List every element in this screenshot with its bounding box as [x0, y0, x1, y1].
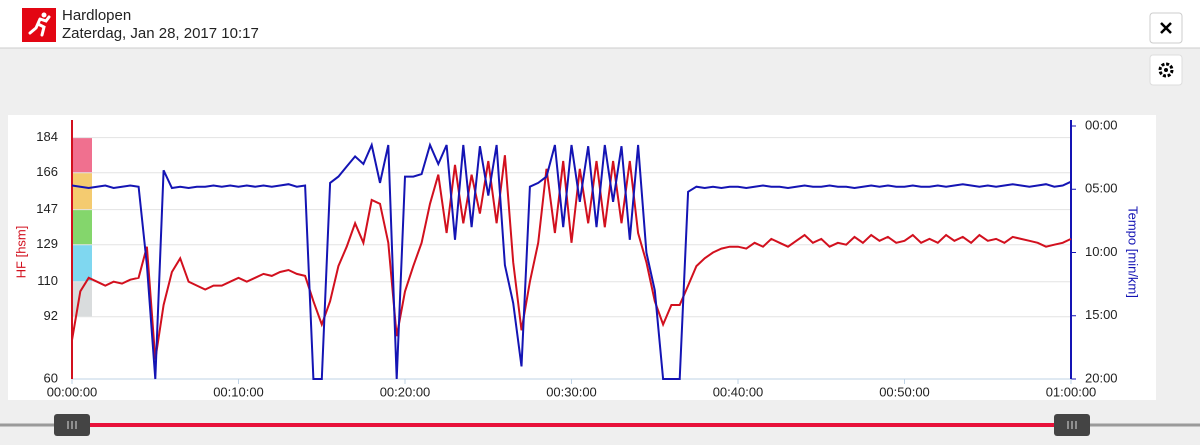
- y-tick-label: 60: [44, 370, 58, 385]
- y2-axis-label: Tempo [min/km]: [1126, 206, 1141, 298]
- runner-glyph: [28, 12, 51, 37]
- y2-tick-label: 20:00: [1085, 370, 1118, 385]
- y-tick-label: 129: [36, 236, 58, 251]
- y-tick-label: 110: [37, 273, 58, 288]
- y2-tick-label: 05:00: [1085, 181, 1118, 196]
- y2-tick-label: 15:00: [1085, 307, 1118, 322]
- x-tick-label: 00:30:00: [546, 384, 597, 399]
- y2-tick-label: 00:00: [1085, 117, 1118, 132]
- y-tick-label: 184: [36, 129, 58, 144]
- y-tick-label: 147: [36, 201, 58, 216]
- plot: 60 92 110 129 147 166 184 00:00 05:00 10:00 15:00 2…: [13, 117, 1140, 399]
- x-tick-label: 00:00:00: [47, 384, 98, 399]
- x-tick-label: 01:00:00: [1046, 384, 1097, 399]
- y-tick-label: 92: [44, 308, 58, 323]
- gear-hub: [1164, 68, 1168, 72]
- x-tick-label: 00:50:00: [879, 384, 930, 399]
- hr-zone: [72, 137, 92, 173]
- hr-zone: [72, 244, 92, 282]
- x-tick-label: 00:40:00: [713, 384, 764, 399]
- gear-icon: [1158, 62, 1174, 78]
- x-tick-label: 00:20:00: [380, 384, 431, 399]
- y-axis-label: HF [hsm]: [13, 226, 28, 279]
- activity-date: Zaterdag, Jan 28, 2017 10:17: [62, 25, 259, 42]
- handle-grips: [67, 421, 1077, 429]
- x-tick-label: 00:10:00: [213, 384, 264, 399]
- activity-title: Hardlopen: [62, 7, 131, 24]
- series-line: [71, 155, 1072, 360]
- hr-zone: [72, 172, 92, 210]
- header-bar: [0, 0, 1200, 48]
- hr-zone: [72, 209, 92, 245]
- chart-panel: [8, 115, 1156, 400]
- y2-tick-label: 10:00: [1085, 244, 1118, 259]
- y-tick-label: 166: [36, 164, 58, 179]
- close-icon: [1160, 22, 1172, 34]
- series-line: [71, 141, 1072, 380]
